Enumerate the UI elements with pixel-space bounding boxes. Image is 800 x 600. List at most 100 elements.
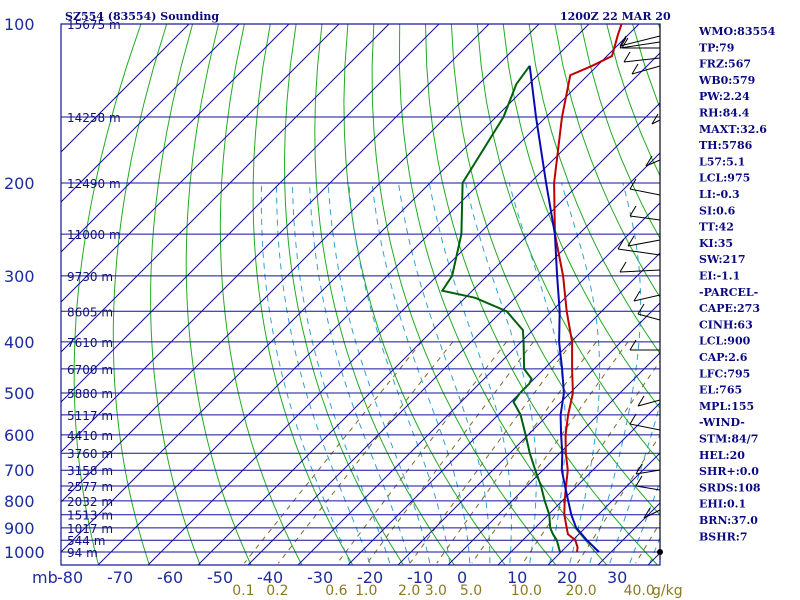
pressure-tick-label: 700 xyxy=(4,461,35,480)
wind-barb-flag xyxy=(629,205,637,217)
mixing-ratio-line xyxy=(436,341,597,564)
wind-barb xyxy=(645,159,661,167)
moist-adiabat-line xyxy=(276,182,371,564)
index-item: CAPE:273 xyxy=(699,302,760,315)
wind-barb xyxy=(637,399,661,407)
wind-barb-flag xyxy=(635,463,643,475)
mixing-ratio-label: 3.0 xyxy=(425,583,447,599)
moist-adiabat-line xyxy=(609,403,660,564)
index-item: LCL:975 xyxy=(699,172,750,185)
height-label: 2032 m xyxy=(67,495,113,509)
pressure-tick-label: 500 xyxy=(4,384,35,403)
pressure-tick-label: 100 xyxy=(4,15,35,34)
temperature-tick-label: -50 xyxy=(207,568,233,587)
moist-adiabat-line xyxy=(508,182,566,564)
height-label: 1017 m xyxy=(67,522,113,536)
pressure-tick-label: 800 xyxy=(4,492,35,511)
wind-barb xyxy=(643,509,661,519)
height-label: 8605 m xyxy=(67,305,113,319)
station-title: SZ554 (83554) Sounding xyxy=(65,10,219,23)
valid-time: 1200Z 22 MAR 20 xyxy=(560,10,671,23)
wind-barb-flag xyxy=(619,37,627,49)
isotherm-line xyxy=(61,24,440,403)
isotherm-line xyxy=(197,102,660,565)
height-label: 12490 m xyxy=(67,177,121,191)
height-label: 6700 m xyxy=(67,363,113,377)
index-item: WMO:83554 xyxy=(698,25,776,38)
isotherm-line xyxy=(547,452,660,565)
wind-barb-flag xyxy=(629,178,637,190)
wind-barb-flag xyxy=(643,507,651,519)
wind-barb xyxy=(635,469,661,475)
height-label: 5880 m xyxy=(67,387,113,401)
pressure-tick-label: 900 xyxy=(4,519,35,538)
height-label: 3158 m xyxy=(67,464,113,478)
wind-profile xyxy=(617,24,663,560)
index-item: LCL:900 xyxy=(699,335,751,348)
index-item: WB0:579 xyxy=(698,74,755,87)
mixing-ratio-line xyxy=(409,341,573,564)
temperature-tick-label: 30 xyxy=(607,568,627,587)
index-item: SW:217 xyxy=(699,253,746,266)
wind-barb xyxy=(629,423,661,431)
moist-adiabat-line xyxy=(327,182,431,564)
pressure-tick-label: 1000 xyxy=(4,543,45,562)
dry-adiabat-line xyxy=(502,24,660,410)
index-item: KI:35 xyxy=(699,237,733,250)
wind-barb-flag xyxy=(619,261,627,273)
dry-adiabat-line xyxy=(528,24,660,355)
mixing-ratio-line xyxy=(635,522,660,564)
mixing-ratio-lines xyxy=(243,341,660,564)
moist-adiabat-line xyxy=(589,182,642,564)
mixing-ratio-line xyxy=(471,341,629,564)
height-label: 544 m xyxy=(67,534,105,548)
wind-barb-flag xyxy=(617,238,625,250)
isotherm-line xyxy=(97,24,640,565)
wind-barb-flag xyxy=(651,113,659,125)
wind-barb-flag xyxy=(621,37,629,49)
index-item: MAXT:32.6 xyxy=(699,123,767,136)
pressure-tick-label: 400 xyxy=(4,333,35,352)
index-item: CAP:2.6 xyxy=(699,351,748,364)
index-item: STM:84/7 xyxy=(699,433,758,446)
moist-adiabat-line xyxy=(309,182,411,564)
isotherm-line xyxy=(61,24,190,153)
temperature-tick-label: -30 xyxy=(307,568,333,587)
isotherm-line xyxy=(347,252,660,565)
index-item: EHI:0.1 xyxy=(699,498,746,511)
height-label: 14258 m xyxy=(67,111,121,125)
temperature-tick-label: -60 xyxy=(157,568,183,587)
pressure-tick-label: 600 xyxy=(4,426,35,445)
wind-barb-flag xyxy=(637,303,645,315)
height-label: 4410 m xyxy=(67,429,113,443)
moist-adiabat-line xyxy=(348,182,451,564)
mixing-ratio-line xyxy=(336,341,507,564)
height-label: 5117 m xyxy=(67,409,113,423)
temperature-tick-label: 10 xyxy=(507,568,527,587)
mixing-ratio-label: 0.1 xyxy=(232,583,254,599)
height-label: 11000 m xyxy=(67,228,121,242)
temperature-tick-label: -80 xyxy=(57,568,83,587)
wind-barb-flag xyxy=(645,155,653,167)
mixing-ratio-unit: g/kg xyxy=(652,583,683,599)
height-label: 2577 m xyxy=(67,480,113,494)
index-item: EL:765 xyxy=(699,384,742,397)
mixing-ratio-label: 1.0 xyxy=(355,583,377,599)
wind-barb xyxy=(637,313,661,321)
wind-barb-flag xyxy=(635,475,643,487)
dewpoint-line xyxy=(440,65,561,553)
index-item: TH:5786 xyxy=(699,139,753,152)
wind-barb-flag xyxy=(627,235,635,247)
dry-adiabat-line xyxy=(554,24,660,299)
isotherm-line xyxy=(61,24,340,303)
temperature-tick-label: -10 xyxy=(407,568,433,587)
index-item: SRDS:108 xyxy=(699,481,761,494)
index-item: RH:84.4 xyxy=(699,107,750,120)
mixing-ratio-label: 10.0 xyxy=(511,583,542,599)
wind-barb-flag xyxy=(633,290,641,302)
index-item: FRZ:567 xyxy=(699,58,751,71)
isotherm-line xyxy=(61,24,490,453)
moist-adiabat-line xyxy=(371,182,471,564)
